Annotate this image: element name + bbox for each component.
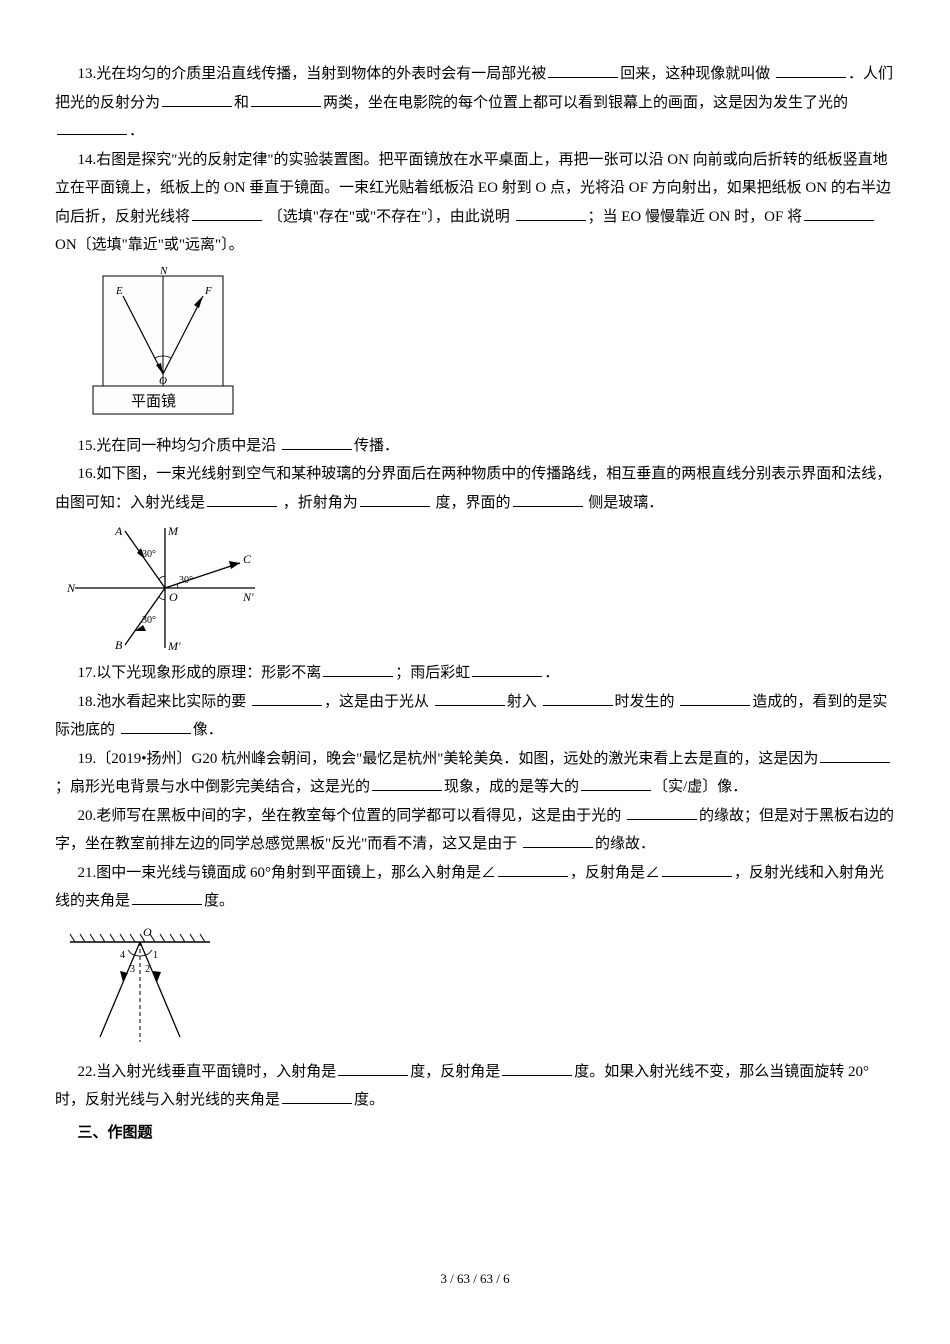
- q22-text-d: 度。: [354, 1092, 384, 1108]
- blank: [360, 491, 430, 507]
- question-13: 13.光在均匀的介质里沿直线传播，当射到物体的外表时会有一局部光被 回来，这种现像…: [55, 60, 895, 146]
- q14-text-c: ；当 EO 慢慢靠近 ON 时，OF 将: [588, 209, 803, 225]
- blank: [776, 62, 846, 78]
- q16-text-c: 度，界面的: [432, 495, 511, 511]
- question-16: 16.如下图，一束光线射到空气和某种玻璃的分界面后在两种物质中的传播路线，相互垂…: [55, 460, 895, 517]
- mirror-label: 平面镜: [131, 392, 176, 410]
- q18-text-d: 时发生的: [615, 694, 679, 710]
- blank: [516, 205, 586, 221]
- blank: [207, 491, 277, 507]
- q18-text-f: 像．: [193, 722, 223, 738]
- blank: [548, 62, 618, 78]
- q18-text-b: ，这是由于光从: [324, 694, 433, 710]
- blank: [192, 205, 262, 221]
- q19-text-a: 19.〔2019•扬州〕G20 杭州峰会朝间，晚会"最忆是杭州"美轮美奂．如图，…: [78, 751, 819, 767]
- question-17: 17.以下光现象形成的原理：形影不离 ；雨后彩虹 ．: [55, 659, 895, 688]
- blank: [282, 434, 352, 450]
- q13-text-e: 两类，坐在电影院的每个位置上都可以看到银幕上的画面，这是因为发生了光的: [323, 95, 848, 111]
- blank: [820, 747, 890, 763]
- q13-text-f: ．: [129, 123, 144, 139]
- q19-text-d: 〔实/虚〕像．: [653, 779, 747, 795]
- label-c16: C: [243, 552, 252, 566]
- angle-1: 1: [153, 950, 158, 961]
- q15-text-b: 传播．: [354, 438, 399, 454]
- blank: [252, 690, 322, 706]
- q13-text-b: 回来，这种现像就叫做: [620, 66, 770, 82]
- label-nn: N: [66, 581, 76, 595]
- blank: [323, 661, 393, 677]
- blank: [543, 690, 613, 706]
- label-np: N': [242, 590, 254, 604]
- figure-14-mirror: N E F O 平面镜: [83, 266, 895, 426]
- question-21: 21.图中一束光线与镜面成 60°角射到平面镜上，那么入射角是∠，反射角是∠，反…: [55, 859, 895, 916]
- angle-30-1: 30°: [142, 549, 156, 560]
- angle-30-3: 30°: [142, 615, 156, 626]
- angle-4: 4: [120, 950, 125, 961]
- label-m: M: [167, 524, 179, 538]
- blank: [513, 491, 583, 507]
- blank: [121, 718, 191, 734]
- label-mp: M': [167, 639, 181, 653]
- q20-text-c: 的缘故．: [595, 836, 655, 852]
- q15-text-a: 15.光在同一种均匀介质中是沿: [78, 438, 281, 454]
- q16-text-b: ，折射角为: [283, 495, 358, 511]
- blank: [498, 861, 568, 877]
- q21-text-a: 21.图中一束光线与镜面成 60°角射到平面镜上，那么入射角是∠: [78, 865, 497, 881]
- q18-text-a: 18.池水看起来比实际的要: [78, 694, 251, 710]
- blank: [804, 205, 874, 221]
- label-b16: B: [115, 638, 123, 652]
- question-15: 15.光在同一种均匀介质中是沿 传播．: [55, 432, 895, 461]
- angle-30-2: 30°: [179, 575, 193, 586]
- q17-text-a: 17.以下光现象形成的原理：形影不离: [78, 665, 322, 681]
- q14-text-d: ON〔选填"靠近"或"远离"〕。: [55, 237, 244, 253]
- q13-text-d: 和: [234, 95, 249, 111]
- blank: [523, 832, 593, 848]
- page-footer: 3 / 63 / 63 / 6: [55, 1267, 895, 1292]
- q22-text-a: 22.当入射光线垂直平面镜时，入射角是: [78, 1064, 337, 1080]
- label-o: O: [159, 375, 167, 387]
- blank: [372, 775, 442, 791]
- q14-text-b: 〔选填"存在"或"不存在"〕，由此说明: [268, 209, 510, 225]
- question-19: 19.〔2019•扬州〕G20 杭州峰会朝间，晚会"最忆是杭州"美轮美奂．如图，…: [55, 745, 895, 802]
- q19-text-b: ；扇形光电背景与水中倒影完美结合，这是光的: [55, 779, 370, 795]
- question-20: 20.老师写在黑板中间的字，坐在教室每个位置的同学都可以看得见，这是由于光的 的…: [55, 802, 895, 859]
- q13-text-a: 13.光在均匀的介质里沿直线传播，当射到物体的外表时会有一局部光被: [78, 66, 547, 82]
- q22-text-b: 度，反射角是: [410, 1064, 500, 1080]
- blank: [338, 1060, 408, 1076]
- figure-21-mirror-angles: O 4 1 3 2: [65, 922, 895, 1052]
- blank: [282, 1088, 352, 1104]
- q19-text-c: 现象，成的是等大的: [444, 779, 579, 795]
- q21-text-b: ，反射角是∠: [570, 865, 660, 881]
- blank: [581, 775, 651, 791]
- blank: [627, 804, 697, 820]
- blank: [162, 91, 232, 107]
- blank: [472, 661, 542, 677]
- q18-text-c: 射入: [507, 694, 541, 710]
- label-a16: A: [114, 524, 123, 538]
- q21-text-d: 度。: [204, 893, 234, 909]
- blank: [132, 889, 202, 905]
- question-14: 14.右图是探究"光的反射定律"的实验装置图。把平面镜放在水平桌面上，再把一张可…: [55, 146, 895, 260]
- q16-text-d: 侧是玻璃．: [585, 495, 664, 511]
- label-f: F: [204, 285, 212, 297]
- question-18: 18.池水看起来比实际的要 ，这是由于光从 射入 时发生的 造成的，看到的是实际…: [55, 688, 895, 745]
- label-e: E: [115, 285, 123, 297]
- figure-16-refraction: M M' N N' O A B C 30° 30° 30°: [65, 523, 895, 653]
- angle-2: 2: [145, 964, 150, 975]
- section-3-title: 三、作图题: [55, 1119, 895, 1148]
- label-n: N: [159, 266, 168, 277]
- blank: [435, 690, 505, 706]
- q20-text-a: 20.老师写在黑板中间的字，坐在教室每个位置的同学都可以看得见，这是由于光的: [78, 808, 626, 824]
- blank: [251, 91, 321, 107]
- q17-text-b: ；雨后彩虹: [395, 665, 470, 681]
- angle-3: 3: [130, 964, 135, 975]
- blank: [57, 119, 127, 135]
- blank: [502, 1060, 572, 1076]
- blank: [662, 861, 732, 877]
- blank: [680, 690, 750, 706]
- label-o16: O: [169, 590, 178, 604]
- q17-text-c: ．: [544, 665, 559, 681]
- question-22: 22.当入射光线垂直平面镜时，入射角是度，反射角是度。如果入射光线不变，那么当镜…: [55, 1058, 895, 1115]
- label-o21: O: [143, 925, 152, 939]
